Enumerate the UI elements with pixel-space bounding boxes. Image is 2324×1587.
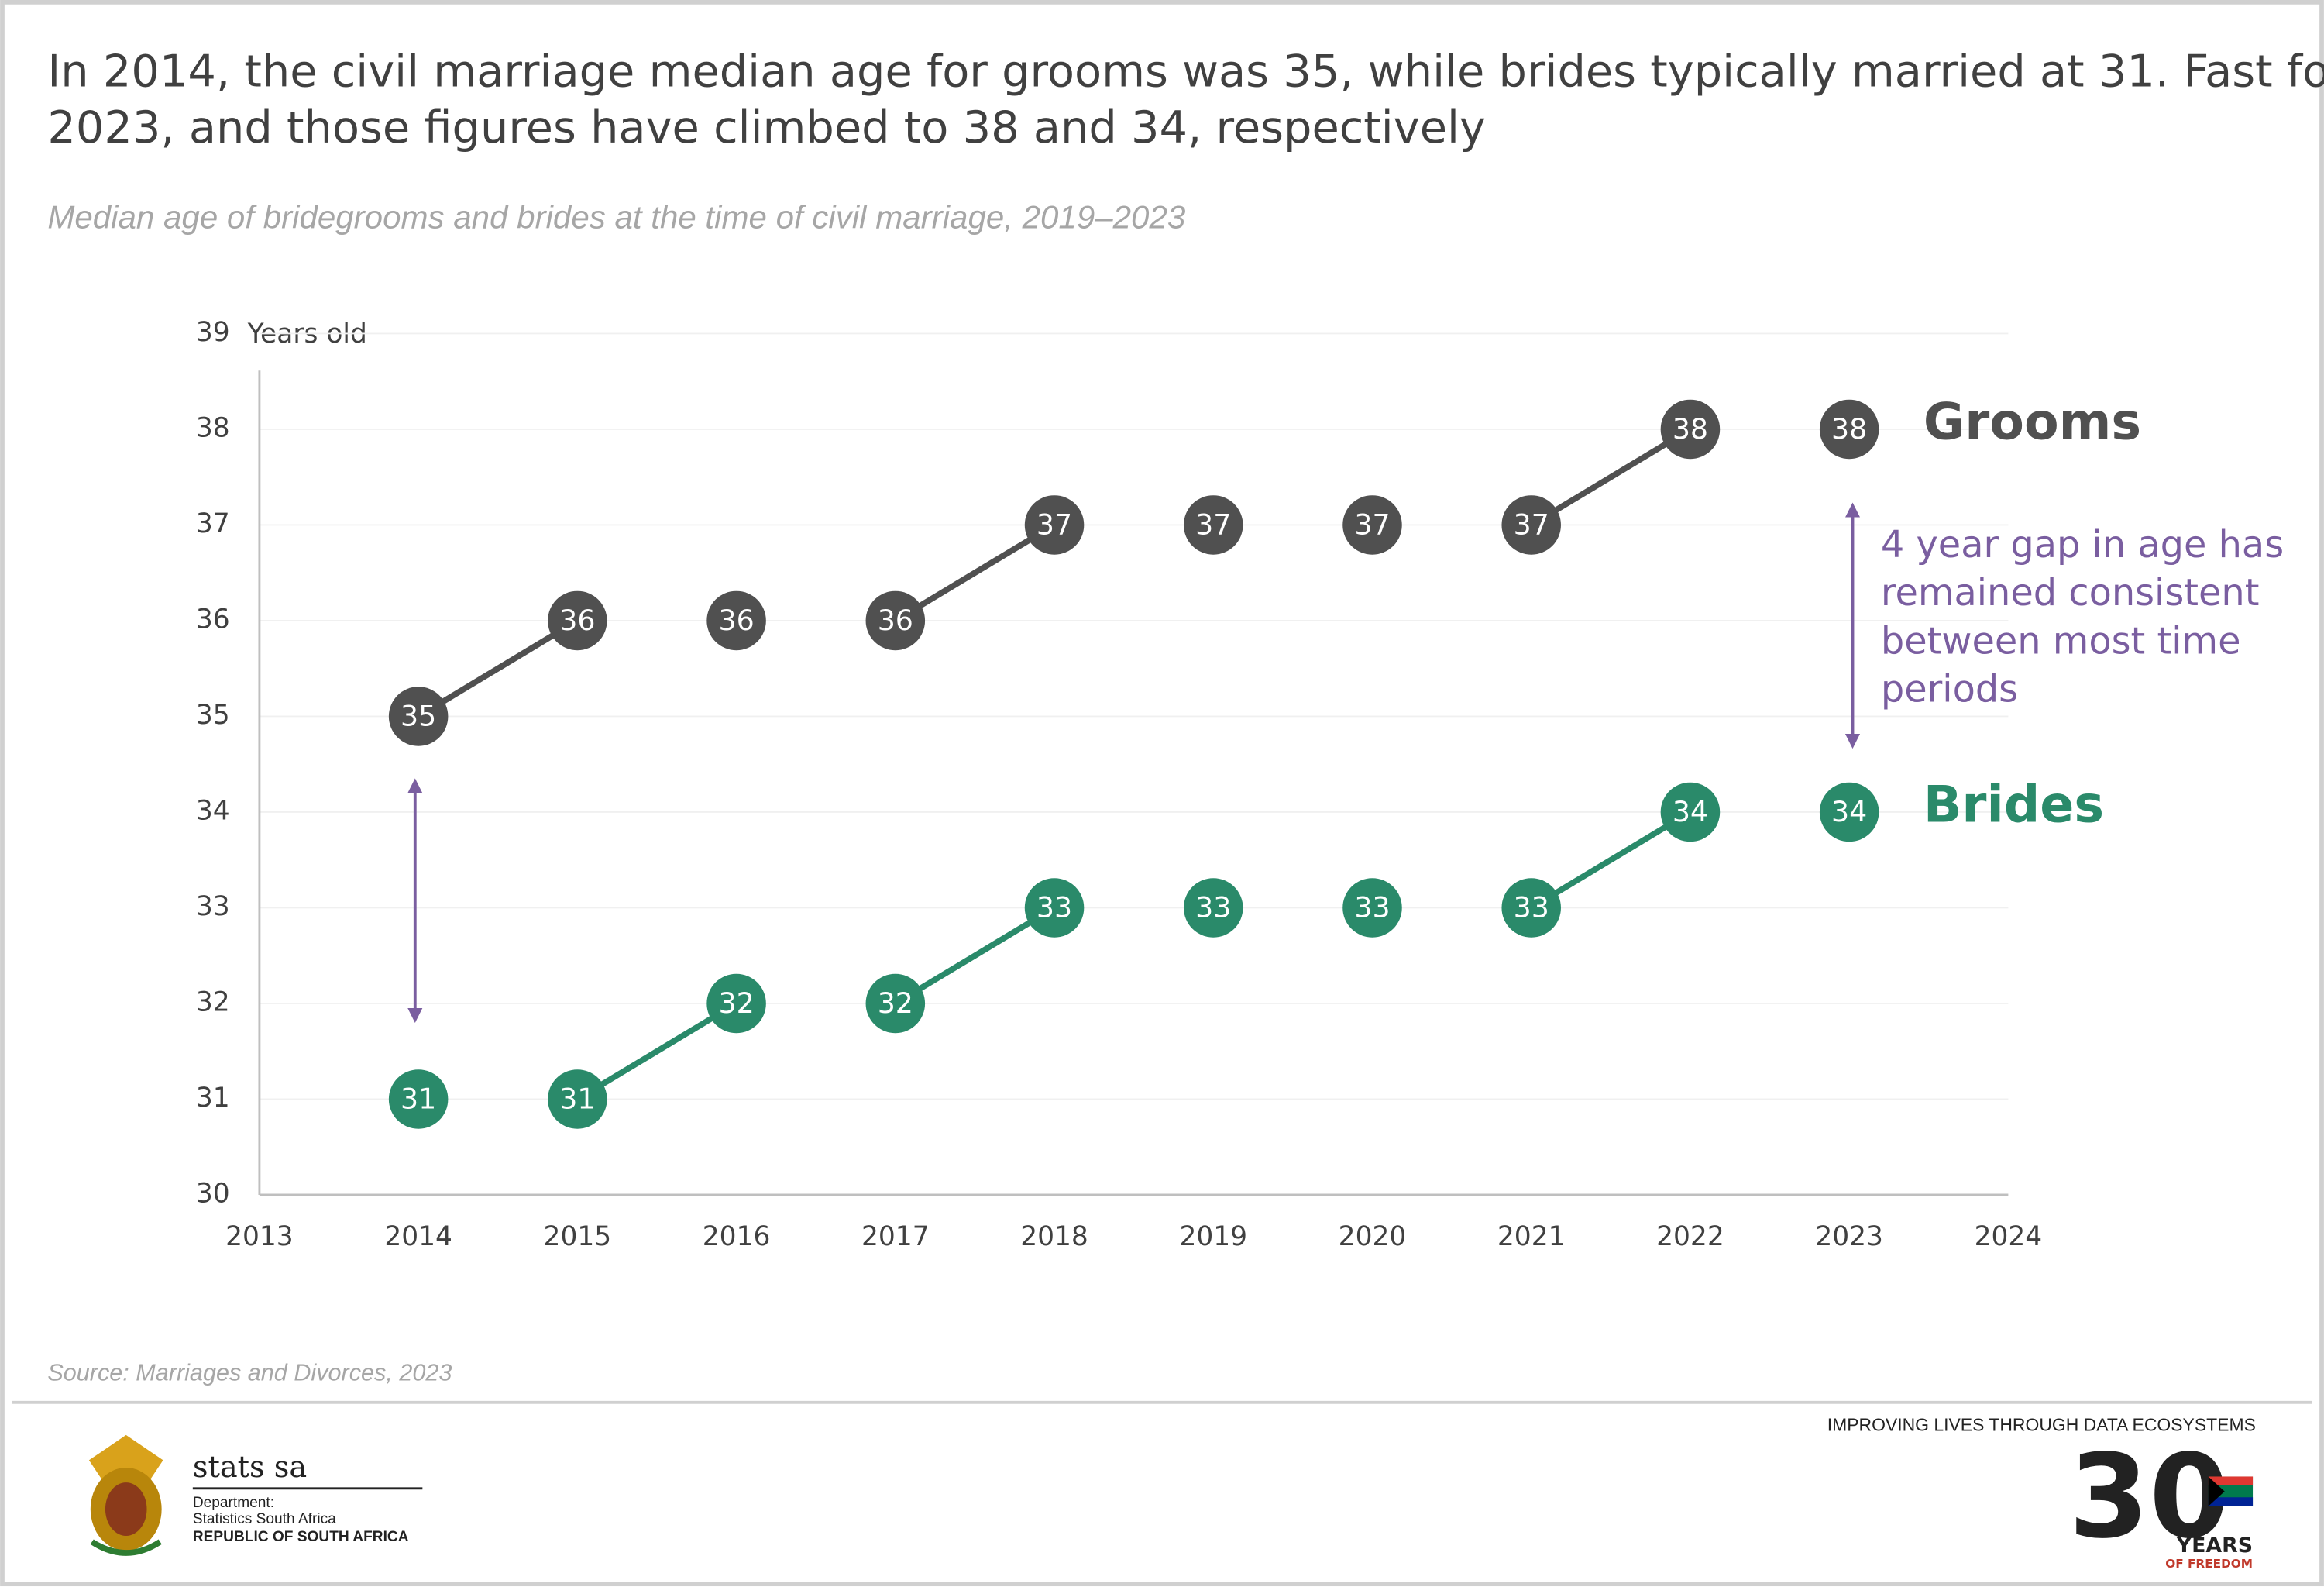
- subtitle: Median age of bridegrooms and brides at …: [47, 198, 1186, 235]
- source: Source: Marriages and Divorces, 2023: [47, 1360, 452, 1386]
- marker: [1024, 495, 1085, 555]
- x-tick-label: 2017: [861, 1221, 930, 1252]
- line-segment: [893, 522, 1057, 624]
- y-tick-label: 38: [196, 412, 230, 443]
- line-segment: [576, 1000, 738, 1102]
- annotation-line: 4 year gap in age has: [1881, 524, 2284, 566]
- data-label: 37: [1037, 508, 1072, 541]
- marker: [388, 1069, 449, 1129]
- data-label: 32: [718, 986, 754, 1020]
- data-label: 35: [401, 699, 436, 732]
- data-label: 34: [1673, 795, 1708, 828]
- x-tick-label: 2014: [384, 1221, 452, 1252]
- marker: [865, 590, 926, 651]
- marker: [1660, 782, 1721, 842]
- x-tick-label: 2024: [1975, 1221, 2043, 1252]
- marker: [1501, 878, 1561, 938]
- data-label: 37: [1354, 508, 1390, 541]
- annotation-line: periods: [1881, 668, 2018, 711]
- data-label: 32: [878, 986, 913, 1020]
- data-label: 38: [1673, 412, 1708, 446]
- org: Statistics South Africa: [193, 1511, 336, 1527]
- y-tick-label: 34: [196, 795, 230, 826]
- marker: [1819, 399, 1879, 460]
- data-label: 34: [1831, 795, 1867, 828]
- x-tick-label: 2020: [1339, 1221, 1407, 1252]
- y-tick-label: 35: [196, 700, 230, 731]
- line-segment: [417, 618, 579, 719]
- series-label: Grooms: [1923, 393, 2141, 451]
- x-tick-label: 2013: [225, 1221, 294, 1252]
- line-segment: [1529, 426, 1692, 528]
- line-segment: [1529, 809, 1692, 911]
- data-label: 31: [401, 1082, 436, 1115]
- x-tick-label: 2016: [703, 1221, 771, 1252]
- title-line: 2023, and those figures have climbed to …: [47, 102, 1486, 153]
- marker: [1819, 782, 1879, 842]
- x-tick-label: 2015: [544, 1221, 612, 1252]
- logo-freedom: OF FREEDOM: [2165, 1557, 2253, 1571]
- marker: [548, 1069, 607, 1129]
- plot: 30 31 32 33 34 35 36 37 38 39 2013 2014 2015 2016 2017…: [196, 317, 2284, 1252]
- logo-number: 30: [2068, 1430, 2229, 1565]
- x-tick-label: 2019: [1179, 1221, 1247, 1252]
- y-tick-label: 37: [196, 508, 230, 539]
- x-tick-label: 2022: [1656, 1221, 1724, 1252]
- marker: [1184, 878, 1243, 938]
- x-tick-label: 2023: [1815, 1221, 1883, 1252]
- coat-of-arms: [88, 1434, 163, 1556]
- marker: [706, 590, 766, 651]
- department: Department:: [193, 1495, 274, 1511]
- y-tick-label: 36: [196, 604, 230, 635]
- marker: [1342, 495, 1402, 555]
- data-label: 36: [559, 604, 595, 637]
- flag: [2208, 1476, 2254, 1506]
- logo-years: YEARS: [2176, 1534, 2253, 1558]
- y-tick-label: 33: [196, 891, 230, 922]
- country: REPUBLIC OF SOUTH AFRICA: [193, 1529, 409, 1545]
- marker: [865, 973, 926, 1034]
- data-label: 37: [1195, 508, 1231, 541]
- marker: [388, 687, 449, 746]
- data-label: 33: [1037, 890, 1072, 924]
- annotation-line: between most time: [1881, 620, 2241, 663]
- data-label: 33: [1354, 890, 1390, 924]
- data-label: 37: [1514, 508, 1549, 541]
- data-label: 36: [878, 604, 913, 637]
- x-tick-label: 2021: [1497, 1221, 1566, 1252]
- data-label: 33: [1514, 890, 1549, 924]
- title-line: In 2014, the civil marriage median age f…: [47, 45, 2324, 97]
- data-label: 31: [559, 1082, 595, 1115]
- line-segment: [893, 905, 1057, 1007]
- data-label: 36: [718, 604, 754, 637]
- data-label: 38: [1831, 412, 1867, 446]
- marker: [1342, 878, 1402, 938]
- data-label: 33: [1195, 890, 1231, 924]
- title: In 2014, the civil marriage median age f…: [47, 45, 2324, 153]
- brand: stats sa: [193, 1450, 307, 1485]
- marker: [1501, 495, 1561, 555]
- marker: [1660, 399, 1721, 460]
- y-tick-label: 30: [196, 1178, 230, 1209]
- marker: [706, 973, 766, 1034]
- y-tick-label: 32: [196, 986, 230, 1017]
- x-tick-label: 2018: [1020, 1221, 1088, 1252]
- y-tick-label: 39: [196, 317, 230, 348]
- marker: [548, 590, 607, 651]
- marker: [1024, 878, 1085, 938]
- y-tick-label: 31: [196, 1083, 230, 1114]
- series-label: Brides: [1923, 776, 2104, 834]
- annotation-line: remained consistent: [1881, 572, 2260, 614]
- slogan: IMPROVING LIVES THROUGH DATA ECOSYSTEMS: [1827, 1414, 2256, 1434]
- marker: [1184, 495, 1243, 555]
